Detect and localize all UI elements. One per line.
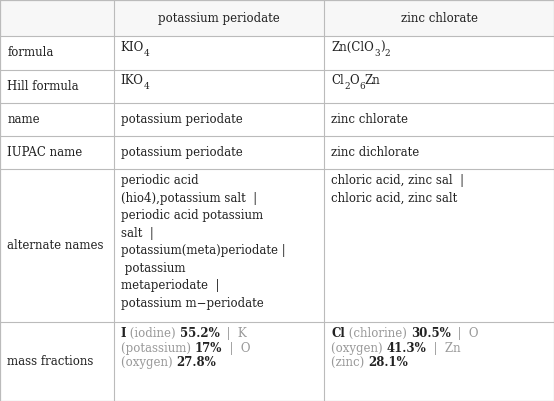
Text: Zn(ClO: Zn(ClO: [331, 41, 374, 54]
Text: Cl: Cl: [331, 74, 344, 87]
Text: 2: 2: [384, 49, 390, 58]
Text: Hill formula: Hill formula: [7, 80, 79, 93]
Text: 4: 4: [143, 82, 150, 91]
Text: 27.8%: 27.8%: [176, 356, 216, 369]
Text: Cl: Cl: [331, 327, 345, 340]
Text: zinc chlorate: zinc chlorate: [401, 12, 478, 25]
Text: ): ): [379, 41, 384, 54]
Text: |  O: | O: [450, 327, 479, 340]
Text: alternate names: alternate names: [7, 239, 104, 252]
Text: 17%: 17%: [194, 342, 222, 355]
Text: I: I: [121, 327, 126, 340]
Text: formula: formula: [7, 47, 54, 59]
Text: 55.2%: 55.2%: [179, 327, 219, 340]
Text: 3: 3: [374, 49, 379, 58]
Text: (oxygen): (oxygen): [331, 342, 387, 355]
Text: zinc chlorate: zinc chlorate: [331, 113, 408, 126]
Text: KIO: KIO: [121, 41, 144, 54]
Text: potassium periodate: potassium periodate: [121, 146, 243, 159]
Text: 2: 2: [344, 82, 350, 91]
Text: (iodine): (iodine): [126, 327, 179, 340]
Text: 28.1%: 28.1%: [368, 356, 408, 369]
Text: name: name: [7, 113, 40, 126]
Text: (oxygen): (oxygen): [121, 356, 176, 369]
Text: 41.3%: 41.3%: [387, 342, 427, 355]
Text: IKO: IKO: [121, 74, 143, 87]
Text: |  O: | O: [222, 342, 250, 355]
Text: IUPAC name: IUPAC name: [7, 146, 83, 159]
Text: |  Zn: | Zn: [427, 342, 461, 355]
Text: potassium periodate: potassium periodate: [158, 12, 280, 25]
Text: (chlorine): (chlorine): [345, 327, 411, 340]
Text: |  K: | K: [219, 327, 247, 340]
Text: zinc dichlorate: zinc dichlorate: [331, 146, 419, 159]
Text: 30.5%: 30.5%: [411, 327, 450, 340]
Text: O: O: [350, 74, 360, 87]
Bar: [0, 0, 554, 36]
Text: (potassium): (potassium): [121, 342, 194, 355]
Text: (zinc): (zinc): [331, 356, 368, 369]
Text: chloric acid, zinc sal  |
chloric acid, zinc salt: chloric acid, zinc sal | chloric acid, z…: [331, 174, 464, 205]
Text: 6: 6: [360, 82, 365, 91]
Text: mass fractions: mass fractions: [7, 355, 94, 368]
Text: periodic acid
(hio4),potassium salt  |
periodic acid potassium
salt  |
potassium: periodic acid (hio4),potassium salt | pe…: [121, 174, 285, 310]
Text: potassium periodate: potassium periodate: [121, 113, 243, 126]
Text: Zn: Zn: [365, 74, 381, 87]
Text: 4: 4: [144, 49, 150, 58]
